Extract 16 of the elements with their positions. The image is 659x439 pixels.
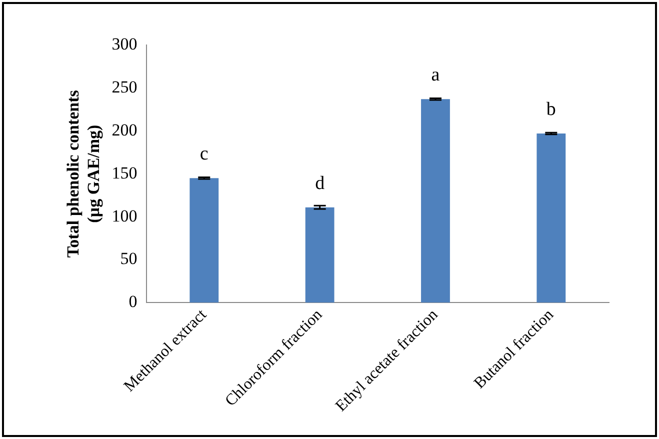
y-tick-label: 300 <box>112 34 138 54</box>
annotation: b <box>546 98 556 120</box>
y-tick-label: 100 <box>112 206 138 226</box>
bar <box>190 178 219 303</box>
annotation: a <box>431 64 440 86</box>
y-tick-label: 0 <box>128 292 138 312</box>
bar <box>536 133 566 303</box>
annotation: d <box>315 172 326 194</box>
y-tick-label: 250 <box>112 77 138 96</box>
y-tick-label: 200 <box>112 120 138 140</box>
annotation: c <box>200 144 208 165</box>
bar <box>305 207 334 303</box>
y-axis-title: Total phenolic contents (µg GAE/mg) <box>64 90 103 258</box>
y-tick-label: 50 <box>120 249 138 268</box>
y-tick-label: 150 <box>112 163 138 182</box>
bar <box>421 99 450 303</box>
